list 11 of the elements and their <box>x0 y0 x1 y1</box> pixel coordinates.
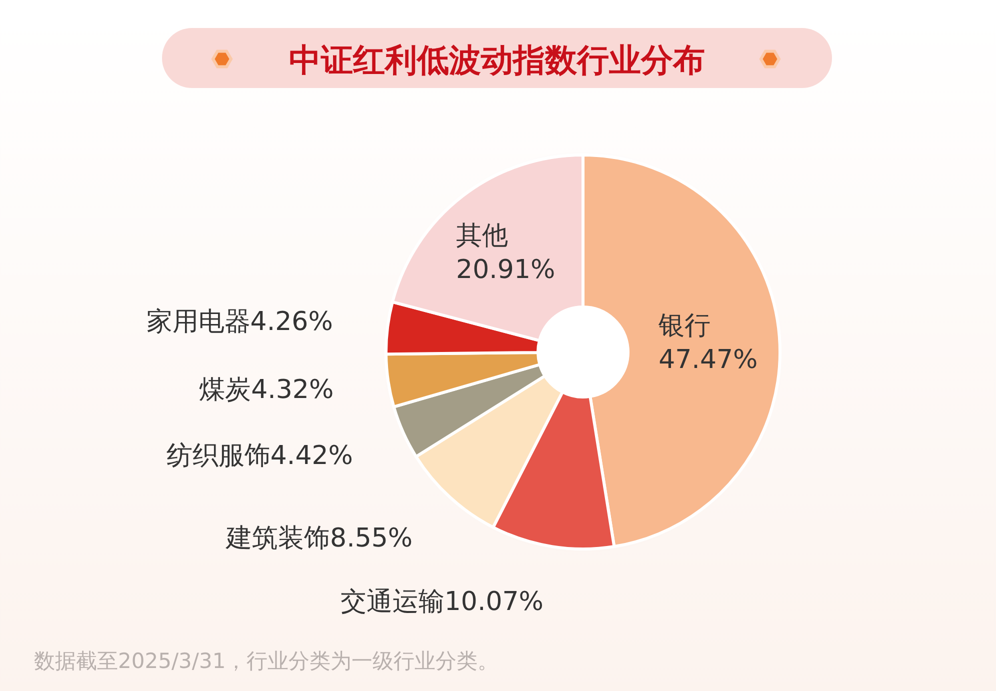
slice-label: 建筑装饰8.55% <box>225 524 413 554</box>
slice-label: 其他 <box>456 221 508 252</box>
slice-label: 煤炭4.32% <box>199 374 334 405</box>
data-label: 20.91% <box>456 255 556 286</box>
data-label: 47.47% <box>658 344 758 375</box>
chart-title: 中证红利低波动指数行业分布 <box>289 41 705 79</box>
slice-label: 家用电器4.26% <box>146 307 333 338</box>
slice-label: 交通运输10.07% <box>340 586 544 617</box>
slice-label: 银行 <box>658 310 711 341</box>
text: 数据截至2025/3/31，行业分类为一级行业分类。 <box>34 649 499 673</box>
slice-label: 纺织服饰4.42% <box>166 440 353 471</box>
